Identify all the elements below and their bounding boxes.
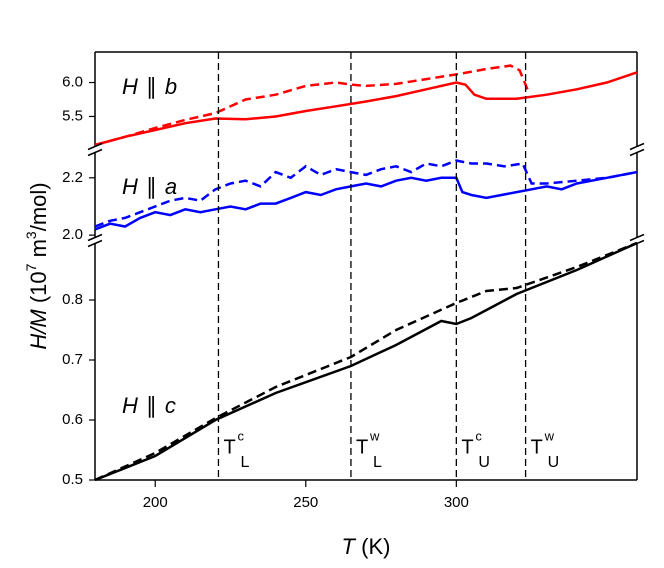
panel-label-part: ∥	[146, 393, 157, 418]
panel-label-part: ∥	[146, 74, 157, 99]
x-tick-label: 250	[293, 494, 318, 511]
axis-break	[629, 142, 645, 151]
panel-label-part: a	[165, 174, 177, 199]
x-axis-label-part: (K)	[355, 534, 390, 559]
transition-sub: U	[548, 454, 560, 471]
y-tick-label: 5.5	[62, 107, 83, 124]
y-tick-label: 2.0	[62, 226, 83, 243]
y-tick-label: 6.0	[62, 74, 83, 91]
y-tick-label: 2.2	[62, 169, 83, 186]
axis-break	[629, 233, 645, 242]
axis-break	[87, 233, 103, 242]
panel-label-part: H	[122, 174, 138, 199]
y-tick-label: 0.7	[62, 351, 83, 368]
axis-break	[87, 142, 103, 151]
transition-label: T	[356, 436, 368, 458]
axis-break	[629, 148, 645, 157]
transition-sup: w	[544, 428, 555, 443]
y-axis-label-part: 3	[23, 231, 39, 239]
y-axis-label-part: m	[26, 239, 51, 263]
panel-label: H ∥ b	[122, 74, 177, 99]
transition-sub: L	[373, 454, 382, 471]
panel-label-part: ∥	[146, 174, 157, 199]
panel-label-part: H	[122, 74, 138, 99]
x-axis-label: T (K)	[342, 534, 391, 559]
axis-break	[87, 239, 103, 248]
axis-break	[87, 148, 103, 157]
y-axis-label-part: H/M	[26, 309, 51, 350]
panel-label-part: H	[122, 393, 138, 418]
y-tick-label: 0.5	[62, 471, 83, 488]
y-axis-label-part: (10	[26, 271, 51, 309]
panel-label: H ∥ c	[122, 393, 176, 418]
y-axis-label-part: /mol)	[26, 182, 51, 231]
data-line	[94, 159, 638, 228]
panel-label-part: c	[165, 393, 176, 418]
y-tick-label: 0.8	[62, 291, 83, 308]
panel-label: H ∥ a	[122, 174, 177, 199]
transition-label: T	[461, 436, 473, 458]
panel-label-part: b	[165, 74, 177, 99]
y-axis-label-part: 7	[23, 263, 39, 271]
transition-sup: w	[369, 428, 380, 443]
transition-sup: c	[475, 428, 482, 443]
transition-label: T	[223, 436, 235, 458]
x-tick-label: 200	[143, 494, 168, 511]
data-line	[94, 170, 638, 231]
data-line	[94, 64, 530, 147]
y-tick-label: 0.6	[62, 411, 83, 428]
data-line	[94, 241, 638, 482]
transition-sub: U	[478, 454, 490, 471]
transition-sup: c	[237, 428, 244, 443]
x-axis-label-part: T	[342, 534, 357, 559]
x-tick-label: 300	[444, 494, 469, 511]
transition-sub: L	[240, 454, 249, 471]
data-line	[94, 241, 638, 482]
transition-label: T	[531, 436, 543, 458]
data-line	[94, 71, 638, 147]
y-axis-label: H/M (107 m3/mol)	[23, 182, 51, 349]
